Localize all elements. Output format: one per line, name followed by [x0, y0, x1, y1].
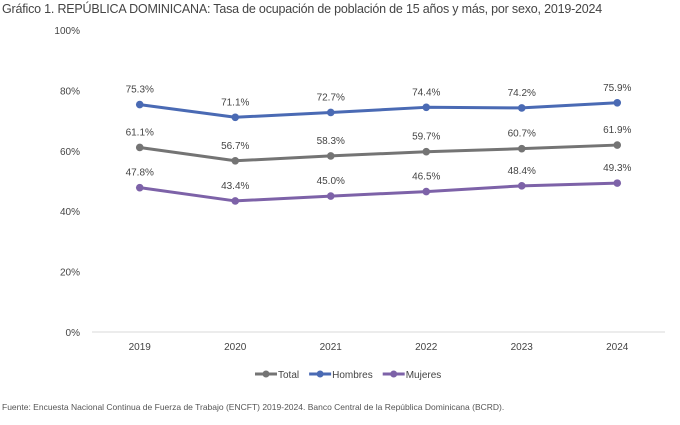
- data-point-total: [422, 147, 431, 156]
- x-tick-label: 2020: [224, 342, 247, 353]
- chart-title: Gráfico 1. REPÚBLICA DOMINICANA: Tasa de…: [2, 2, 603, 16]
- data-point-mujeres: [231, 197, 240, 205]
- data-point-mujeres: [613, 179, 622, 187]
- legend-label-total: Total: [278, 370, 299, 381]
- data-point-total: [517, 144, 526, 153]
- data-point-mujeres: [422, 187, 431, 196]
- series-line-hombres: [139, 101, 618, 119]
- data-label-hombres: 75.9%: [603, 83, 631, 94]
- data-label-total: 59.7%: [412, 132, 440, 143]
- x-tick-label: 2019: [129, 342, 152, 353]
- data-label-total: 61.1%: [126, 127, 154, 138]
- data-label-total: 61.9%: [603, 125, 631, 136]
- data-label-total: 58.3%: [317, 136, 345, 147]
- data-label-hombres: 71.1%: [221, 97, 249, 108]
- data-point-hombres: [422, 103, 431, 112]
- data-label-mujeres: 43.4%: [221, 181, 249, 192]
- data-label-mujeres: 49.3%: [603, 163, 631, 174]
- data-point-total: [135, 143, 144, 152]
- data-label-mujeres: 47.8%: [126, 168, 154, 179]
- x-tick-label: 2023: [511, 342, 534, 353]
- y-tick-label: 20%: [60, 268, 80, 279]
- data-label-mujeres: 48.4%: [508, 166, 536, 177]
- data-point-hombres: [231, 113, 240, 122]
- data-point-hombres: [135, 100, 144, 109]
- data-label-hombres: 74.2%: [508, 88, 536, 99]
- data-label-total: 56.7%: [221, 141, 249, 152]
- y-tick-label: 100%: [54, 26, 80, 37]
- data-point-total: [613, 141, 622, 149]
- legend-marker-total: [262, 370, 270, 378]
- legend-label-hombres: Hombres: [332, 370, 373, 381]
- source-note: Fuente: Encuesta Nacional Continua de Fu…: [2, 402, 505, 412]
- y-tick-label: 0%: [66, 328, 81, 339]
- x-tick-label: 2021: [320, 342, 343, 353]
- data-label-mujeres: 46.5%: [412, 172, 440, 183]
- data-point-mujeres: [135, 183, 144, 192]
- data-point-mujeres: [517, 182, 526, 190]
- y-tick-label: 80%: [60, 86, 80, 97]
- data-label-hombres: 74.4%: [412, 87, 440, 98]
- data-label-hombres: 75.3%: [126, 85, 154, 96]
- series-line-mujeres: [139, 181, 618, 203]
- legend-marker-hombres: [316, 370, 324, 378]
- data-point-hombres: [326, 108, 335, 117]
- data-point-hombres: [517, 104, 526, 112]
- data-point-total: [231, 156, 240, 165]
- x-tick-label: 2024: [606, 342, 629, 353]
- data-point-hombres: [613, 98, 622, 107]
- data-label-mujeres: 45.0%: [317, 176, 345, 187]
- y-tick-label: 60%: [60, 147, 80, 158]
- y-tick-label: 40%: [60, 207, 80, 218]
- legend-label-mujeres: Mujeres: [406, 370, 442, 381]
- data-point-total: [326, 152, 335, 160]
- data-label-hombres: 72.7%: [317, 92, 345, 103]
- series-line-total: [139, 143, 618, 163]
- legend-marker-mujeres: [390, 370, 398, 378]
- x-tick-label: 2022: [415, 342, 438, 353]
- data-label-total: 60.7%: [508, 129, 536, 140]
- data-point-mujeres: [326, 192, 335, 200]
